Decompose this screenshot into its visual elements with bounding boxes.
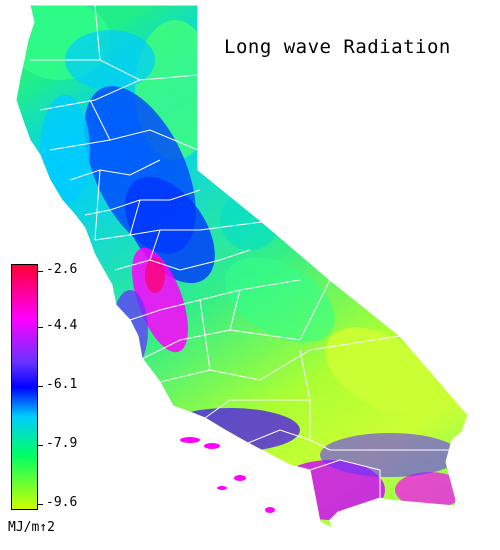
legend-tick: [38, 504, 43, 505]
channel-islands: [180, 437, 275, 513]
legend-tick: [38, 327, 43, 328]
county-boundaries: [15, 4, 469, 529]
map-title: Long wave Radiation: [224, 36, 451, 58]
legend-tick-label: -7.9: [46, 436, 78, 451]
legend-tick: [38, 271, 43, 272]
legend-tick: [38, 386, 43, 387]
legend-tick: [38, 445, 43, 446]
legend-tick-label: -4.4: [46, 318, 78, 333]
legend-unit: MJ/m↑2: [8, 520, 55, 535]
legend-tick-label: -2.6: [46, 262, 78, 277]
color-scale-bar: [11, 264, 38, 510]
legend-tick-label: -6.1: [46, 377, 78, 392]
legend-tick-label: -9.6: [46, 495, 78, 510]
